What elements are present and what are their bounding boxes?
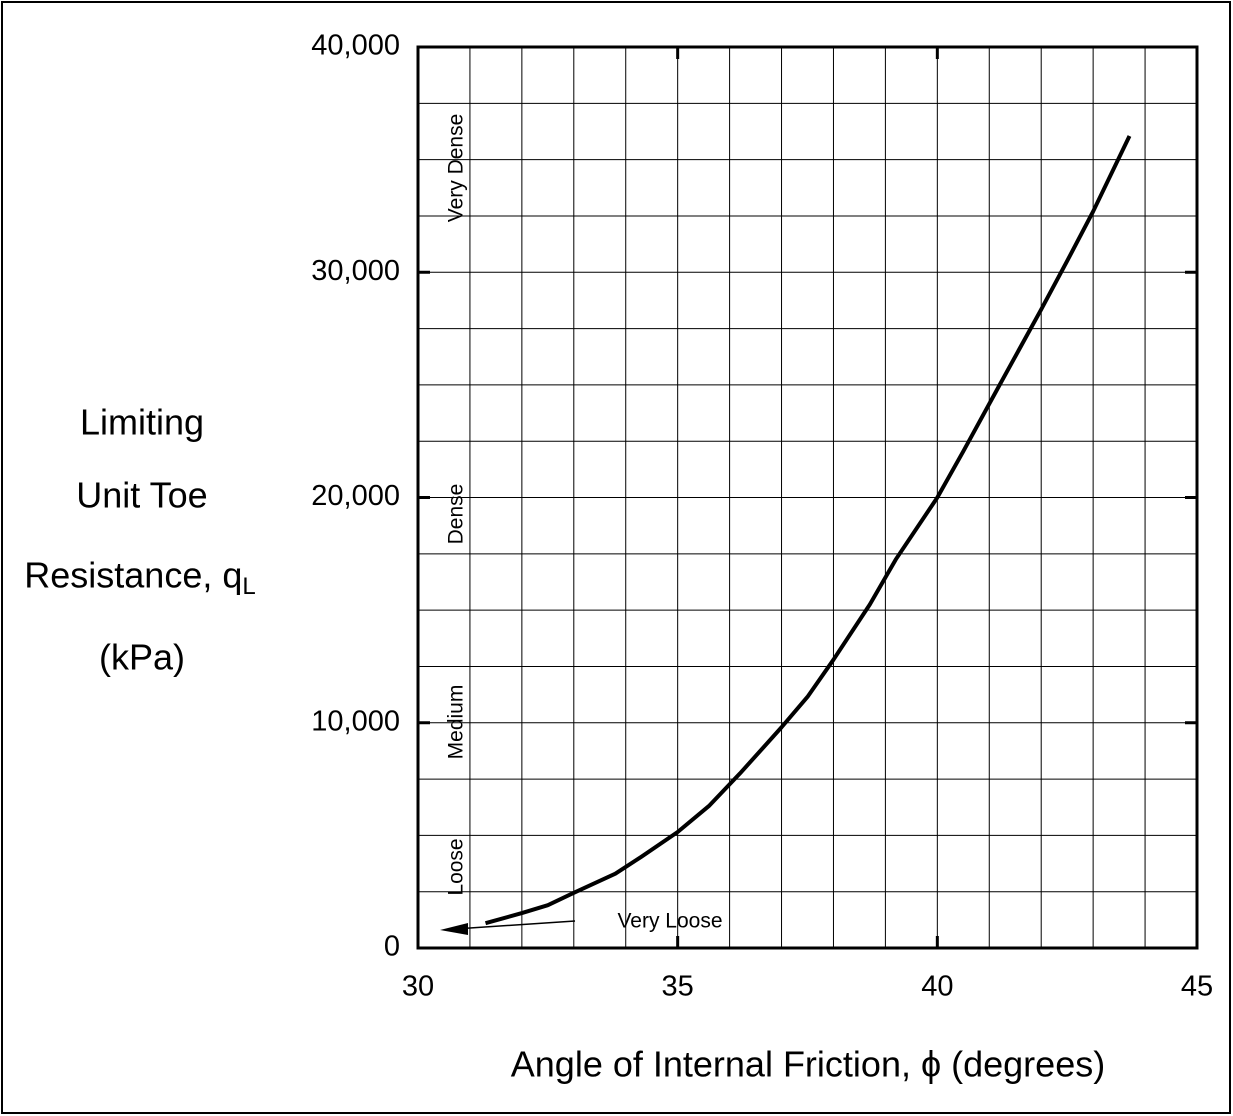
y-tick-label: 40,000 [311,30,400,62]
x-tick-label: 45 [1181,971,1213,1003]
annotation: Very Dense [445,114,468,223]
y-tick-label: 20,000 [311,480,400,512]
x-tick-label: 30 [402,971,434,1003]
y-axis-label: (kPa) [99,637,185,678]
y-tick-label: 30,000 [311,255,400,287]
annotation-arrow [454,920,576,930]
curve [484,135,1132,926]
x-tick-label: 40 [921,971,953,1003]
y-tick-label: 0 [384,931,400,963]
annotation-arrowhead [440,923,468,935]
x-axis-label: Angle of Internal Friction, ϕ (degrees) [511,1044,1105,1085]
x-tick-label: 35 [662,971,694,1003]
y-axis-label: Limiting [80,402,204,443]
y-axis-label: Resistance, qL [24,555,255,601]
y-tick-label: 10,000 [311,705,400,737]
y-axis-label: Unit Toe [76,475,207,516]
annotation: Loose [445,838,468,895]
annotation: Dense [445,484,468,545]
annotation: Medium [445,685,468,760]
annotation: Very Loose [617,910,722,933]
y-axis-label-subscript: L [242,573,255,600]
